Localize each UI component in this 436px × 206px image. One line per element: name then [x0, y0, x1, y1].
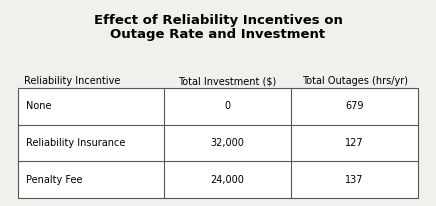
Text: 0: 0 — [225, 101, 231, 111]
Text: Total Investment ($): Total Investment ($) — [178, 76, 277, 86]
Text: 127: 127 — [345, 138, 364, 148]
Text: Total Outages (hrs/yr): Total Outages (hrs/yr) — [302, 76, 408, 86]
Text: Effect of Reliability Incentives on: Effect of Reliability Incentives on — [94, 14, 342, 27]
Text: Reliability Incentive: Reliability Incentive — [24, 76, 120, 86]
Text: 24,000: 24,000 — [211, 175, 245, 185]
Text: None: None — [26, 101, 51, 111]
Text: Reliability Insurance: Reliability Insurance — [26, 138, 126, 148]
Text: 679: 679 — [345, 101, 364, 111]
Text: Outage Rate and Investment: Outage Rate and Investment — [110, 28, 326, 41]
Text: 137: 137 — [345, 175, 364, 185]
Text: 32,000: 32,000 — [211, 138, 245, 148]
Text: Penalty Fee: Penalty Fee — [26, 175, 82, 185]
Bar — [18, 88, 418, 198]
